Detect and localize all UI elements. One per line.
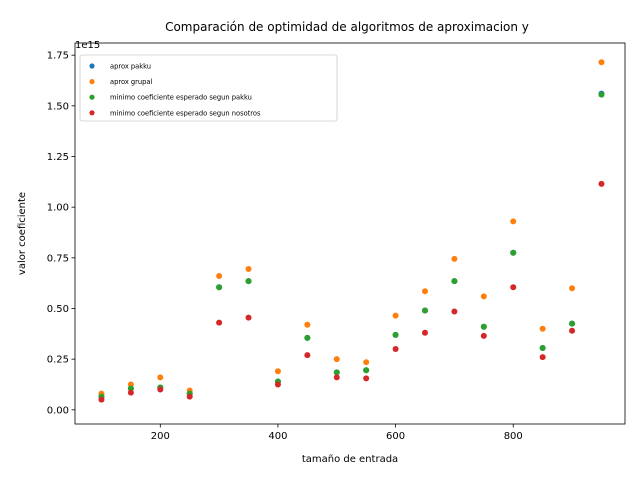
plot-area	[98, 59, 605, 403]
legend-label: minimo coeficiente esperado segun nosotr…	[110, 109, 261, 117]
point-aprox-grupal	[451, 255, 458, 262]
y-tick-label: 0.25	[47, 355, 69, 366]
point-minimo-coeficiente-esperado-segun-pakku	[422, 307, 428, 314]
y-tick-label: 1.75	[47, 51, 69, 62]
legend-label: minimo coeficiente esperado segun pakku	[110, 94, 252, 102]
point-minimo-coeficiente-esperado-segun-nosotros	[333, 374, 340, 381]
point-minimo-coeficiente-esperado-segun-nosotros	[422, 329, 428, 336]
point-minimo-coeficiente-esperado-segun-nosotros	[274, 381, 281, 388]
point-minimo-coeficiente-esperado-segun-pakku	[216, 284, 223, 291]
point-minimo-coeficiente-esperado-segun-pakku	[304, 334, 311, 341]
point-aprox-grupal	[510, 218, 517, 225]
x-tick-label: 600	[386, 431, 405, 442]
point-minimo-coeficiente-esperado-segun-pakku	[598, 91, 605, 98]
point-aprox-grupal	[157, 374, 164, 381]
point-minimo-coeficiente-esperado-segun-nosotros	[245, 314, 252, 321]
point-aprox-grupal	[392, 312, 399, 319]
legend-label: aprox pakku	[110, 63, 151, 71]
point-minimo-coeficiente-esperado-segun-nosotros	[569, 327, 576, 334]
point-aprox-grupal	[333, 356, 340, 363]
y-tick-label: 0.00	[47, 405, 69, 416]
point-aprox-grupal	[480, 293, 487, 300]
point-minimo-coeficiente-esperado-segun-nosotros	[598, 180, 605, 187]
point-aprox-grupal	[216, 273, 223, 280]
y-tick-label: 1.25	[47, 152, 69, 163]
point-aprox-grupal	[304, 321, 311, 328]
point-minimo-coeficiente-esperado-segun-nosotros	[480, 332, 487, 339]
point-minimo-coeficiente-esperado-segun-nosotros	[98, 396, 105, 403]
point-minimo-coeficiente-esperado-segun-nosotros	[304, 352, 311, 359]
point-minimo-coeficiente-esperado-segun-nosotros	[451, 308, 458, 315]
y-tick-label: 1.00	[47, 203, 69, 214]
legend-marker	[89, 79, 95, 85]
x-tick-label: 200	[151, 431, 170, 442]
point-minimo-coeficiente-esperado-segun-pakku	[245, 278, 252, 285]
legend-marker	[89, 63, 95, 69]
x-axis-label: tamaño de entrada	[302, 454, 398, 465]
point-minimo-coeficiente-esperado-segun-pakku	[333, 369, 340, 376]
point-minimo-coeficiente-esperado-segun-nosotros	[127, 389, 134, 396]
point-minimo-coeficiente-esperado-segun-nosotros	[186, 393, 193, 400]
point-aprox-grupal	[245, 265, 252, 272]
point-aprox-grupal	[569, 285, 576, 292]
legend-label: aprox grupal	[110, 78, 152, 86]
point-minimo-coeficiente-esperado-segun-nosotros	[539, 354, 546, 361]
y-tick-label: 0.50	[47, 304, 69, 315]
point-aprox-grupal	[422, 288, 428, 295]
point-minimo-coeficiente-esperado-segun-pakku	[392, 331, 399, 338]
point-minimo-coeficiente-esperado-segun-pakku	[451, 278, 458, 285]
point-minimo-coeficiente-esperado-segun-nosotros	[392, 346, 399, 353]
point-aprox-grupal	[598, 59, 605, 66]
point-minimo-coeficiente-esperado-segun-nosotros	[510, 284, 517, 291]
x-tick-label: 400	[268, 431, 287, 442]
legend-marker	[89, 110, 95, 116]
y-axis-label: valor coeficiente	[17, 192, 28, 275]
y-tick-label: 1.50	[47, 101, 69, 112]
y-offset-text: 1e15	[75, 40, 100, 51]
point-minimo-coeficiente-esperado-segun-nosotros	[363, 375, 370, 382]
legend: aprox pakku aprox grupal minimo coeficient…	[79, 54, 338, 122]
chart-title: Comparación de optimidad de algoritmos d…	[165, 20, 529, 34]
point-minimo-coeficiente-esperado-segun-nosotros	[157, 386, 164, 393]
point-minimo-coeficiente-esperado-segun-pakku	[510, 249, 517, 256]
point-minimo-coeficiente-esperado-segun-nosotros	[216, 319, 223, 326]
axes-frame	[74, 42, 626, 425]
legend-marker	[89, 94, 95, 100]
point-aprox-grupal	[274, 368, 281, 375]
y-tick-label: 0.75	[47, 253, 69, 264]
point-aprox-grupal	[539, 325, 546, 332]
x-tick-label: 800	[504, 431, 523, 442]
point-minimo-coeficiente-esperado-segun-pakku	[363, 367, 370, 374]
point-minimo-coeficiente-esperado-segun-pakku	[539, 345, 546, 352]
legend-box	[79, 54, 338, 122]
point-minimo-coeficiente-esperado-segun-pakku	[569, 320, 576, 327]
point-aprox-grupal	[363, 359, 370, 366]
point-minimo-coeficiente-esperado-segun-pakku	[480, 323, 487, 330]
